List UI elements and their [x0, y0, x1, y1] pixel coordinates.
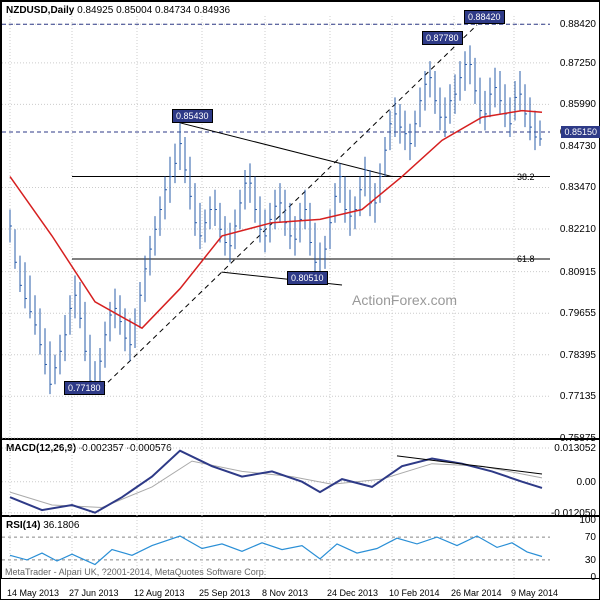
price-svg — [2, 2, 600, 440]
x-axis: 14 May 2013 27 Jun 2013 12 Aug 2013 25 Sep … — [1, 579, 600, 601]
x-tick-label: 10 Feb 2014 — [389, 588, 440, 598]
fib-label: 38.2 — [517, 172, 535, 182]
macd-svg — [2, 440, 600, 517]
price-tag: 0.85430 — [172, 109, 213, 123]
x-tick-label: 8 Nov 2013 — [262, 588, 308, 598]
chart-container: NZDUSD,Daily 0.84925 0.85004 0.84734 0.8… — [0, 0, 600, 600]
copyright: MetaTrader - Alpari UK, ?2001-2014, Meta… — [5, 567, 266, 577]
price-tag: 0.88420 — [464, 10, 505, 24]
x-tick-label: 26 Mar 2014 — [451, 588, 502, 598]
macd-panel: MACD(12,26,9) -0.002357 -0.000576 0.0130… — [1, 439, 600, 516]
x-tick-label: 25 Sep 2013 — [199, 588, 250, 598]
x-tick-label: 27 Jun 2013 — [69, 588, 119, 598]
price-panel: NZDUSD,Daily 0.84925 0.85004 0.84734 0.8… — [1, 1, 600, 439]
price-tag: 0.77180 — [64, 381, 105, 395]
x-tick-label: 9 May 2014 — [511, 588, 558, 598]
watermark: ActionForex.com — [352, 292, 457, 308]
price-tag: 0.87780 — [422, 31, 463, 45]
x-tick-label: 12 Aug 2013 — [134, 588, 185, 598]
fib-label: 61.8 — [517, 254, 535, 264]
price-tag: 0.80510 — [287, 271, 328, 285]
live-price-box: 0.85150 — [561, 126, 600, 138]
x-tick-label: 14 May 2013 — [7, 588, 59, 598]
x-tick-label: 24 Dec 2013 — [327, 588, 378, 598]
